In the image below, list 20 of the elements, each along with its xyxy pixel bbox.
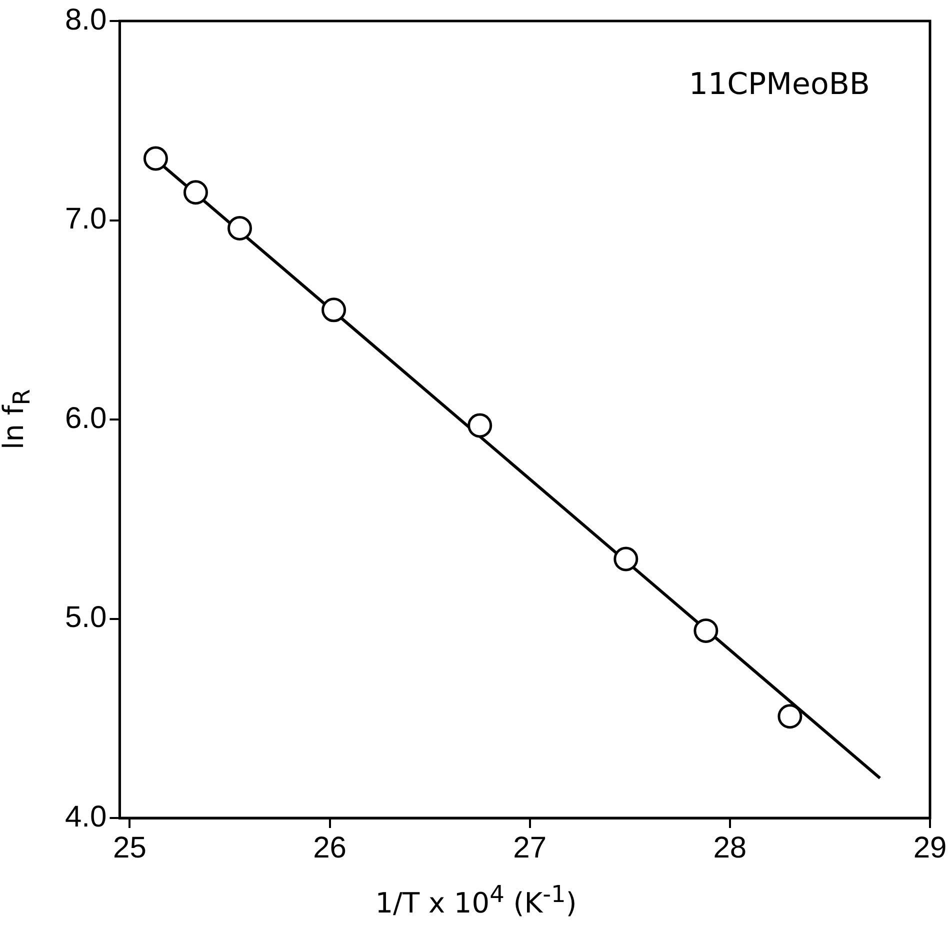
annotation: 11CPMeoBB <box>688 66 870 102</box>
point <box>614 546 638 572</box>
point <box>694 618 718 643</box>
x-tick-label: 28 <box>713 831 747 864</box>
point <box>183 180 208 205</box>
y-tick-label: 6.0 <box>64 402 107 435</box>
y-tick-label: 8.0 <box>64 3 107 36</box>
x-tick-label: 25 <box>113 831 146 864</box>
point <box>322 298 346 322</box>
x-tick-label: 29 <box>913 831 947 864</box>
y-tick-label: 5.0 <box>64 601 107 634</box>
y-tick-label: 7.0 <box>64 202 107 236</box>
point <box>228 216 252 240</box>
y-tick-label: 4.0 <box>64 800 107 834</box>
x-tick-label: 27 <box>513 831 547 864</box>
point <box>778 704 802 729</box>
point <box>143 146 168 171</box>
x-axis-title: 1/T x 10$^{4}$ (K$^{-1}$) <box>374 880 578 920</box>
point <box>468 413 492 438</box>
x-tick-label: 26 <box>313 831 346 864</box>
